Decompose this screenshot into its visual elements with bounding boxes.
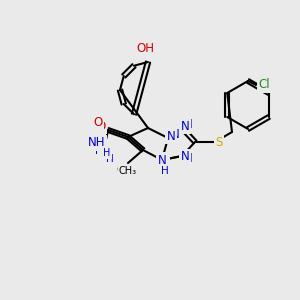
- Text: N: N: [171, 128, 179, 142]
- Text: N: N: [158, 154, 166, 166]
- Text: N: N: [167, 130, 176, 142]
- Text: H: H: [106, 154, 114, 164]
- Text: OH: OH: [136, 41, 154, 55]
- Text: N: N: [160, 155, 168, 169]
- Text: H: H: [103, 148, 111, 158]
- Text: N: N: [181, 119, 189, 133]
- Text: N: N: [184, 152, 192, 164]
- Text: N: N: [181, 151, 189, 164]
- Text: Cl: Cl: [258, 79, 270, 92]
- Text: H: H: [162, 165, 170, 175]
- Text: CH₃: CH₃: [116, 165, 136, 175]
- Text: O: O: [96, 119, 106, 133]
- Text: CH₃: CH₃: [119, 166, 137, 176]
- Text: H: H: [95, 146, 103, 156]
- Text: N: N: [99, 140, 107, 154]
- Text: NH: NH: [88, 136, 106, 149]
- Text: H: H: [161, 166, 169, 176]
- Text: O: O: [93, 116, 103, 130]
- Text: S: S: [215, 136, 223, 148]
- Text: N: N: [184, 118, 192, 131]
